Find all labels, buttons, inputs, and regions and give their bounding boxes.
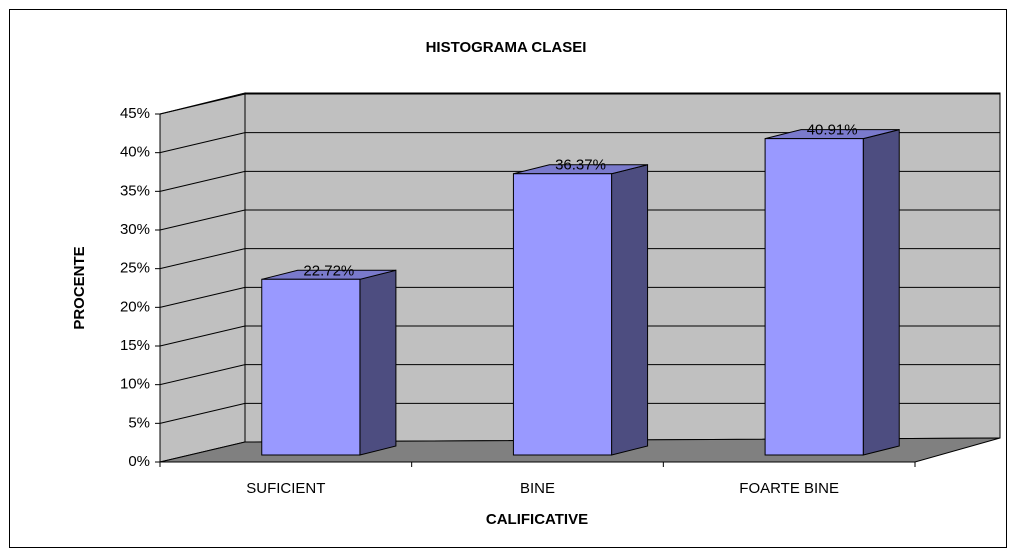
chart-title: HISTOGRAMA CLASEI — [426, 39, 587, 56]
bar — [261, 278, 361, 456]
grid-line — [159, 364, 246, 386]
grid-line — [159, 286, 246, 308]
bar-side — [611, 164, 649, 456]
bar-side — [359, 269, 397, 456]
y-tick-label: 5% — [128, 414, 150, 431]
data-label: 22.72% — [303, 262, 354, 279]
grid-line — [159, 209, 246, 231]
y-tick-label: 30% — [120, 221, 150, 238]
grid-line — [159, 248, 246, 270]
x-tick-label: FOARTE BINE — [739, 480, 839, 497]
data-label: 36.37% — [555, 157, 606, 174]
bar — [512, 173, 613, 456]
y-tick-label: 10% — [120, 376, 150, 393]
grid-line — [159, 93, 246, 115]
x-axis-title: CALIFICATIVE — [486, 511, 588, 528]
x-tick-label: SUFICIENT — [246, 480, 325, 497]
bar-side — [862, 128, 900, 456]
y-tick-label: 0% — [128, 453, 150, 470]
y-tick-label: 45% — [120, 105, 150, 122]
grid-line — [159, 325, 246, 347]
y-tick-label: 25% — [120, 260, 150, 277]
y-axis-title: PROCENTE — [71, 246, 88, 329]
y-tick-label: 20% — [120, 298, 150, 315]
data-label: 40.91% — [807, 122, 858, 139]
bar — [764, 138, 864, 456]
y-tick-label: 35% — [120, 182, 150, 199]
x-tick-label: BINE — [520, 480, 555, 497]
grid-line — [159, 402, 246, 424]
y-tick-label: 15% — [120, 337, 150, 354]
grid-line — [159, 132, 246, 154]
y-tick-label: 40% — [120, 144, 150, 161]
grid-line — [159, 170, 246, 192]
